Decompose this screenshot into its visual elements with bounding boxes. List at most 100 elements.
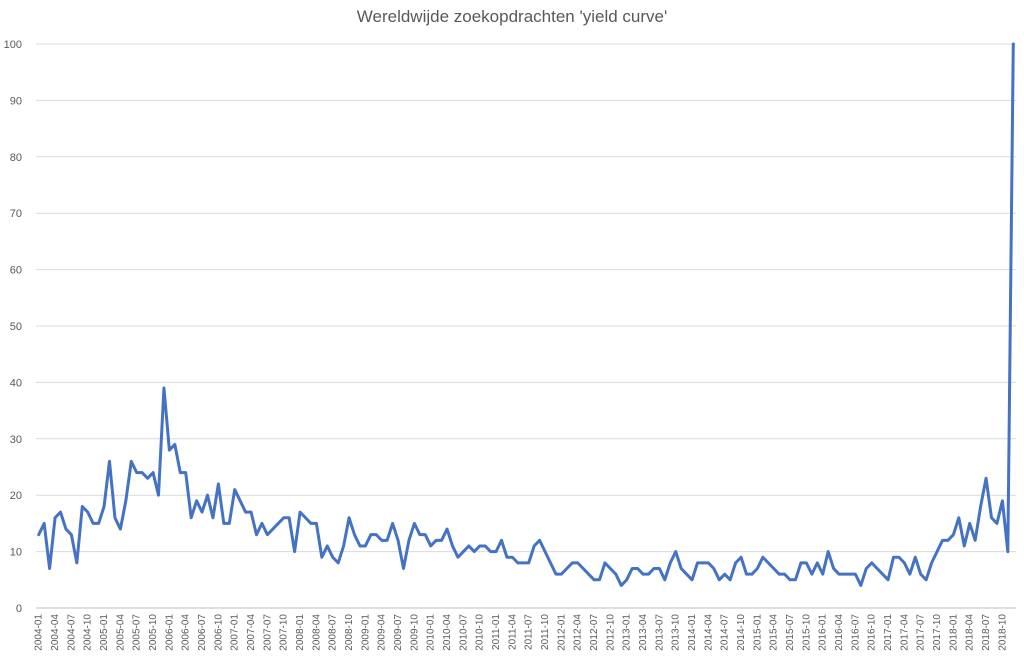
data-point bbox=[734, 561, 737, 565]
data-point bbox=[848, 572, 852, 576]
data-point bbox=[984, 477, 988, 480]
x-tick-label: 2013-01 bbox=[622, 614, 633, 651]
data-point bbox=[320, 556, 324, 559]
x-tick-label: 2016-07 bbox=[850, 614, 861, 651]
data-point bbox=[206, 494, 209, 497]
y-tick-label: 100 bbox=[4, 39, 22, 51]
data-point bbox=[560, 572, 563, 576]
data-point bbox=[162, 386, 166, 390]
data-point bbox=[571, 561, 574, 565]
data-point bbox=[854, 572, 857, 576]
data-point bbox=[168, 448, 171, 452]
data-point bbox=[614, 572, 618, 576]
data-point bbox=[685, 572, 688, 576]
data-point bbox=[783, 572, 786, 576]
data-point bbox=[130, 460, 133, 463]
data-point bbox=[157, 494, 160, 497]
x-tick-label: 2014-07 bbox=[720, 614, 731, 651]
data-point bbox=[445, 527, 449, 531]
data-point bbox=[440, 539, 443, 542]
data-point bbox=[658, 567, 661, 570]
data-point bbox=[897, 556, 901, 559]
data-point bbox=[184, 471, 187, 474]
chart-title: Wereldwijde zoekopdrachten 'yield curve' bbox=[357, 7, 667, 26]
data-point bbox=[924, 578, 928, 581]
x-tick-label: 2009-01 bbox=[360, 614, 371, 651]
data-series bbox=[37, 42, 1015, 587]
x-tick-label: 2004-07 bbox=[66, 614, 77, 651]
data-point bbox=[467, 544, 471, 548]
y-tick-label: 20 bbox=[10, 490, 22, 502]
data-point bbox=[407, 539, 411, 542]
data-point bbox=[620, 584, 623, 587]
x-tick-label: 2007-01 bbox=[230, 614, 241, 651]
data-point bbox=[59, 510, 62, 514]
x-tick-label: 2014-10 bbox=[736, 614, 747, 651]
data-point bbox=[391, 522, 394, 525]
x-tick-label: 2006-07 bbox=[197, 614, 208, 651]
data-point bbox=[532, 544, 536, 548]
data-point bbox=[309, 522, 313, 525]
y-tick-label: 80 bbox=[10, 152, 22, 164]
x-tick-label: 2005-07 bbox=[132, 614, 143, 651]
x-tick-label: 2018-07 bbox=[981, 614, 992, 651]
x-tick-label: 2006-10 bbox=[213, 614, 224, 651]
data-point bbox=[277, 522, 280, 525]
data-point bbox=[385, 539, 389, 542]
x-tick-label: 2006-01 bbox=[164, 614, 175, 651]
x-tick-label: 2018-01 bbox=[948, 614, 959, 651]
data-point bbox=[587, 572, 590, 576]
x-tick-label: 2005-10 bbox=[148, 614, 159, 651]
x-tick-label: 2007-10 bbox=[279, 614, 290, 651]
data-point bbox=[260, 522, 264, 525]
x-tick-label: 2004-10 bbox=[83, 614, 94, 651]
data-point bbox=[195, 499, 198, 503]
data-point bbox=[124, 499, 128, 503]
data-point bbox=[315, 522, 318, 525]
data-point bbox=[91, 522, 95, 525]
x-tick-label: 2012-07 bbox=[589, 614, 600, 651]
data-point bbox=[429, 544, 432, 548]
data-point bbox=[609, 567, 612, 570]
data-point bbox=[179, 471, 182, 474]
x-tick-label: 2012-04 bbox=[573, 614, 584, 651]
data-point bbox=[282, 516, 285, 519]
data-point bbox=[326, 544, 329, 548]
data-point bbox=[222, 522, 226, 525]
x-tick-label: 2018-10 bbox=[997, 614, 1008, 651]
data-point bbox=[696, 561, 699, 565]
x-tick-label: 2017-01 bbox=[883, 614, 894, 651]
y-tick-label: 0 bbox=[16, 603, 22, 615]
data-point bbox=[603, 561, 607, 565]
data-point bbox=[652, 567, 656, 570]
data-point bbox=[146, 477, 149, 480]
y-tick-label: 10 bbox=[10, 547, 22, 559]
data-point bbox=[451, 544, 454, 548]
data-point bbox=[478, 544, 481, 548]
data-point bbox=[701, 561, 705, 565]
data-point bbox=[151, 471, 155, 474]
data-point bbox=[777, 572, 781, 576]
x-tick-label: 2006-04 bbox=[181, 614, 192, 651]
data-point bbox=[522, 561, 525, 565]
data-point bbox=[304, 516, 307, 519]
data-point bbox=[402, 567, 405, 570]
data-point bbox=[625, 578, 628, 581]
x-tick-label: 2015-10 bbox=[801, 614, 812, 651]
x-tick-label: 2013-04 bbox=[638, 614, 649, 651]
y-tick-label: 70 bbox=[10, 208, 22, 220]
data-point bbox=[946, 539, 950, 542]
data-point bbox=[1001, 499, 1004, 503]
data-point bbox=[892, 556, 895, 559]
data-point bbox=[102, 505, 106, 508]
data-point bbox=[48, 567, 51, 570]
data-point bbox=[712, 567, 716, 570]
data-point bbox=[353, 533, 356, 536]
x-tick-label: 2017-10 bbox=[932, 614, 943, 651]
series-line-0 bbox=[37, 42, 1015, 587]
data-point bbox=[418, 533, 422, 536]
data-point bbox=[810, 572, 814, 576]
data-point bbox=[903, 561, 906, 565]
data-point bbox=[255, 533, 258, 536]
data-point bbox=[505, 556, 509, 559]
